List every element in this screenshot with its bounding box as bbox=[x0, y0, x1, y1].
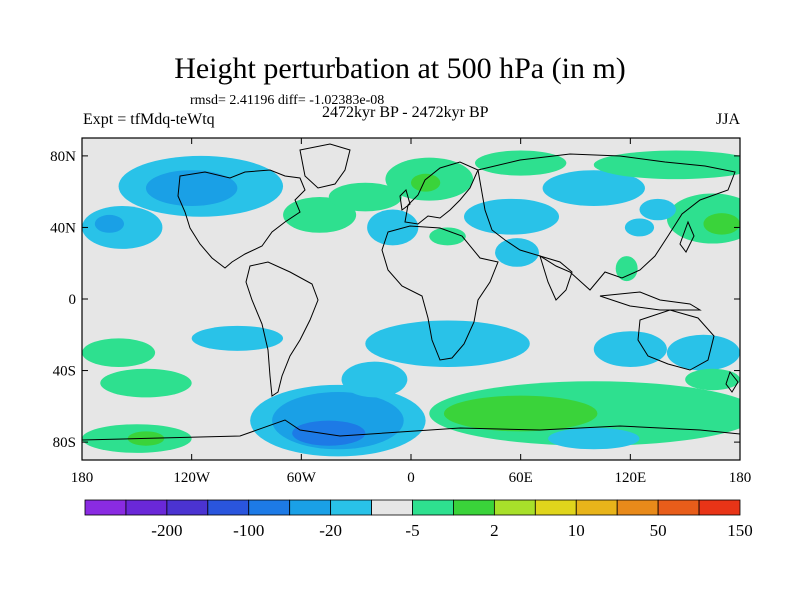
colorbar-swatch bbox=[125, 499, 168, 516]
lat-label: 80N bbox=[50, 149, 76, 165]
anomaly-region bbox=[615, 256, 638, 282]
longitude-labels: 180 120W 60W 0 60E 120E 180 bbox=[71, 470, 752, 486]
anomaly-region bbox=[411, 173, 441, 192]
stats-line: rmsd= 2.41196 diff= -1.02383e-08 bbox=[190, 93, 385, 108]
anomaly-region bbox=[100, 368, 192, 398]
colorbar-label: -100 bbox=[233, 521, 264, 540]
anomaly-region bbox=[94, 214, 125, 233]
anomaly-region bbox=[82, 338, 156, 367]
anomaly-region bbox=[624, 218, 655, 237]
colorbar-label: 150 bbox=[727, 521, 753, 540]
coastline-north-america bbox=[177, 169, 306, 269]
anomaly-region bbox=[703, 213, 740, 235]
lon-label: 0 bbox=[407, 470, 415, 486]
coastline-africa bbox=[381, 225, 499, 361]
colorbar-swatch bbox=[412, 499, 454, 516]
lat-label: 80S bbox=[53, 435, 76, 451]
anomaly-region bbox=[666, 334, 740, 371]
colorbar-swatch bbox=[289, 499, 332, 516]
coastline-europe bbox=[404, 161, 479, 225]
latitude-labels: 80N 40N 0 40S 80S bbox=[50, 149, 76, 451]
season-label: JJA bbox=[716, 111, 741, 128]
anomaly-region bbox=[474, 150, 567, 176]
colorbar-swatch bbox=[534, 499, 577, 516]
period-label: 2472kyr BP - 2472kyr BP bbox=[322, 104, 489, 121]
lon-label: 180 bbox=[71, 470, 94, 486]
anomaly-region bbox=[429, 227, 466, 246]
anomaly-region bbox=[593, 331, 667, 367]
anomaly-region bbox=[443, 395, 598, 432]
coastline-asia bbox=[477, 153, 736, 291]
colorbar-swatch bbox=[453, 499, 495, 516]
coastline-japan bbox=[679, 220, 695, 253]
colorbar-swatch bbox=[575, 499, 618, 516]
lon-label: 60W bbox=[287, 470, 317, 486]
experiment-label: Expt = tfMdq-teWtq bbox=[83, 111, 215, 128]
coastline-india bbox=[539, 255, 573, 301]
colorbar-swatch bbox=[207, 499, 250, 516]
anomaly-region bbox=[495, 238, 539, 267]
map-title: Height perturbation at 500 hPa (in m) bbox=[174, 52, 626, 85]
colorbar-label: -5 bbox=[405, 521, 419, 540]
colorbar-swatch bbox=[371, 499, 413, 516]
coastline-greenland bbox=[299, 143, 351, 189]
anomaly-region bbox=[639, 198, 677, 221]
anomaly-region bbox=[341, 361, 408, 398]
colorbar-swatch bbox=[616, 499, 659, 516]
colorbar: -200 -100 -20 -5 2 10 50 150 bbox=[84, 499, 753, 540]
anomaly-region bbox=[191, 325, 284, 351]
colorbar-swatch bbox=[84, 499, 127, 516]
colorbar-swatch bbox=[248, 499, 291, 516]
contour-fill-layer bbox=[82, 150, 740, 457]
anomaly-region bbox=[548, 427, 640, 450]
colorbar-label: 2 bbox=[490, 521, 499, 540]
colorbar-label: -20 bbox=[319, 521, 342, 540]
lat-label: 40S bbox=[53, 364, 76, 380]
colorbar-swatch bbox=[330, 499, 372, 516]
lon-label: 120E bbox=[614, 470, 646, 486]
lat-label: 0 bbox=[69, 292, 77, 308]
coastline-australia bbox=[637, 309, 715, 371]
colorbar-label: -200 bbox=[151, 521, 182, 540]
anomaly-region bbox=[328, 182, 402, 212]
lon-label: 180 bbox=[729, 470, 752, 486]
lat-label: 40N bbox=[50, 220, 76, 236]
coastline-new-zealand bbox=[725, 370, 739, 393]
colorbar-label: 50 bbox=[650, 521, 667, 540]
anomaly-region bbox=[685, 368, 740, 391]
colorbar-swatch bbox=[166, 499, 209, 516]
lon-label: 120W bbox=[173, 470, 211, 486]
lon-label: 60E bbox=[509, 470, 533, 486]
coastline-south-america bbox=[245, 261, 319, 397]
anomaly-region bbox=[292, 420, 366, 446]
colorbar-label: 10 bbox=[568, 521, 585, 540]
anomaly-region bbox=[367, 209, 419, 246]
coastline-layer bbox=[82, 143, 740, 441]
anomaly-region bbox=[542, 170, 645, 206]
anomaly-region bbox=[145, 170, 238, 206]
coastline-british-isles bbox=[399, 189, 411, 211]
anomaly-region bbox=[464, 198, 560, 235]
coastline-antarctica bbox=[82, 419, 740, 441]
anomaly-region bbox=[365, 320, 530, 367]
axis-ticks bbox=[81, 138, 741, 460]
colorbar-swatch bbox=[657, 499, 700, 516]
colorbar-swatch bbox=[493, 499, 536, 516]
coastline-maritime-continent bbox=[599, 291, 702, 311]
colorbar-swatch bbox=[698, 499, 741, 516]
